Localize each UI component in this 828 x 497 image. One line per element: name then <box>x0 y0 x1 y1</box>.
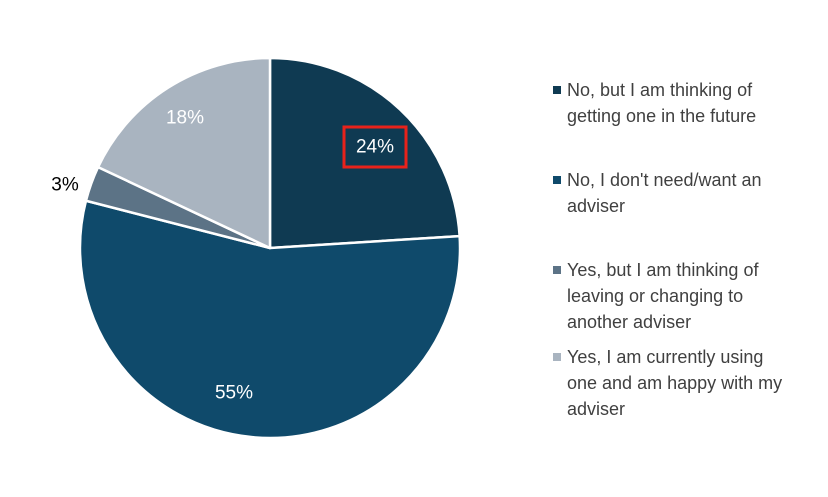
legend: No, but I am thinking of getting one in t… <box>553 80 782 419</box>
legend-marker <box>553 353 561 361</box>
slice-value-label: 18% <box>166 108 204 129</box>
legend-label: No, I don't need/want an <box>567 170 762 190</box>
legend-marker <box>553 86 561 94</box>
highlight-box <box>342 125 408 169</box>
pie-slice-1 <box>268 56 461 250</box>
pie-slice-4 <box>96 56 272 250</box>
slice-value-label: 3% <box>51 175 79 196</box>
legend-label: another adviser <box>567 312 691 332</box>
legend-label: one and am happy with my <box>567 373 782 393</box>
legend-label: Yes, but I am thinking of <box>567 260 759 280</box>
pie-slice-labels: 24% 55% 3% 18% <box>51 108 408 404</box>
legend-label: adviser <box>567 399 625 419</box>
legend-marker <box>553 266 561 274</box>
slice-value-label: 24% <box>356 137 394 158</box>
legend-label: Yes, I am currently using <box>567 347 763 367</box>
pie-slice-2 <box>78 199 462 440</box>
legend-label: No, but I am thinking of <box>567 80 753 100</box>
pie-slices <box>78 56 462 440</box>
legend-label: leaving or changing to <box>567 286 743 306</box>
legend-label: getting one in the future <box>567 106 756 126</box>
slice-value-label: 55% <box>215 383 253 404</box>
legend-marker <box>553 176 561 184</box>
legend-label: adviser <box>567 196 625 216</box>
